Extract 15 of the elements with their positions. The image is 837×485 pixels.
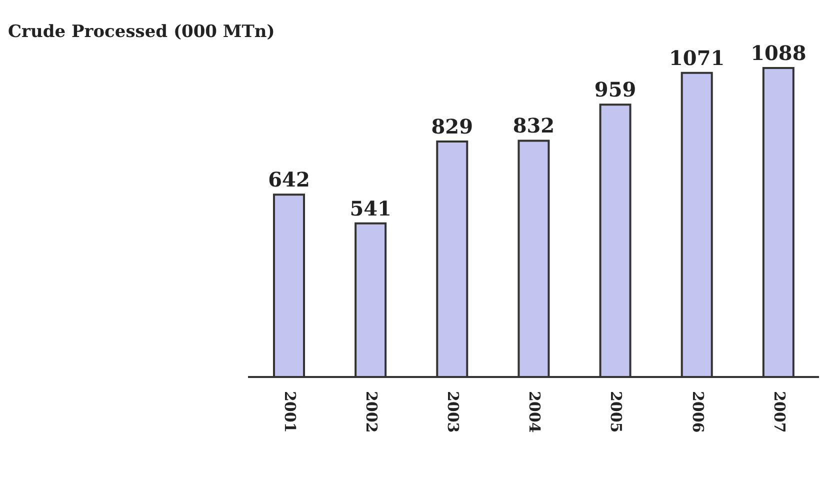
- x-tick-label: 2001: [280, 391, 299, 433]
- x-tick-label: 2006: [688, 391, 707, 433]
- data-label: 832: [512, 114, 555, 138]
- data-label: 642: [268, 168, 310, 192]
- x-tick-label: 2005: [607, 391, 626, 433]
- chart-title: Crude Processed (000 MTn): [8, 22, 275, 42]
- data-label: 829: [431, 114, 474, 139]
- data-label: 1088: [750, 41, 806, 65]
- data-label: 1071: [669, 46, 725, 70]
- x-tick-label: 2003: [444, 391, 462, 433]
- data-label: 959: [594, 78, 636, 102]
- x-tick-label: 2007: [770, 391, 788, 433]
- data-label: 541: [350, 196, 392, 220]
- x-tick-label: 2004: [526, 391, 544, 433]
- x-tick-label: 2002: [362, 391, 380, 433]
